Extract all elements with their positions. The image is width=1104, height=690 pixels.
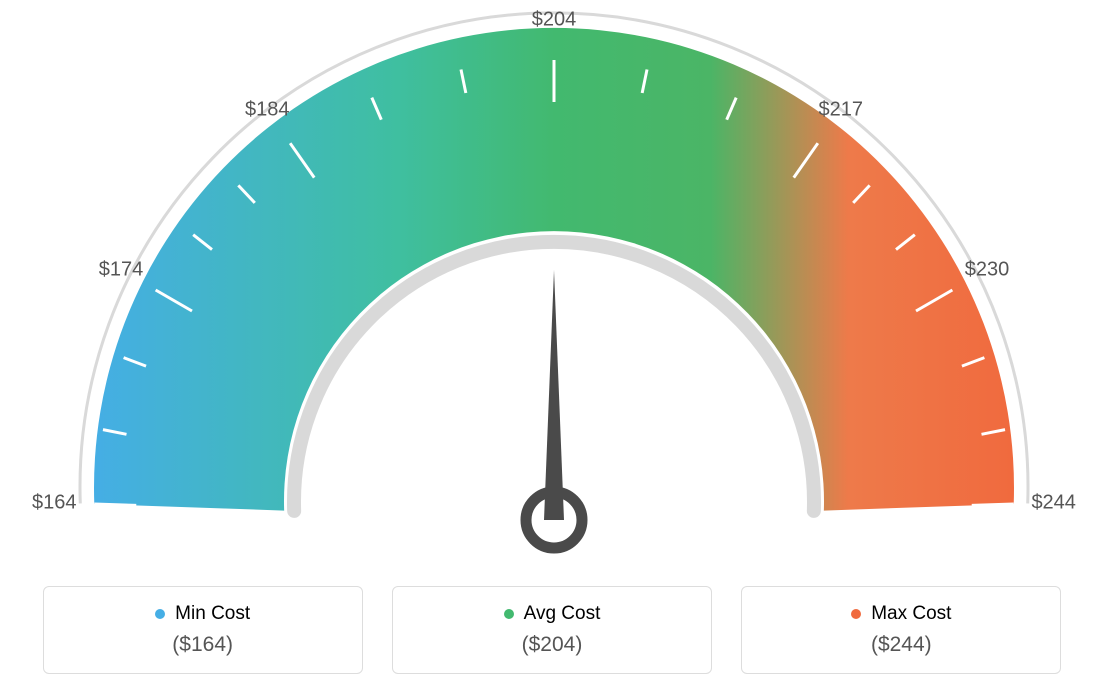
max-value: ($244) [742, 633, 1060, 657]
min-dot-icon [155, 609, 165, 619]
gauge-tick-label: $204 [532, 9, 577, 32]
gauge-tick-label: $174 [99, 259, 144, 282]
max-dot-icon [851, 609, 861, 619]
avg-cost-card: Avg Cost ($204) [392, 586, 712, 674]
gauge-tick-label: $184 [245, 99, 290, 122]
avg-label: Avg Cost [524, 603, 601, 625]
avg-value: ($204) [393, 633, 711, 657]
min-value: ($164) [44, 633, 362, 657]
gauge-tick-label: $217 [819, 99, 864, 122]
gauge-svg [2, 0, 1104, 580]
min-cost-card: Min Cost ($164) [43, 586, 363, 674]
legend-row: Min Cost ($164) Avg Cost ($204) Max Cost… [0, 586, 1104, 674]
gauge-tick-label: $244 [1031, 491, 1076, 514]
max-cost-card: Max Cost ($244) [741, 586, 1061, 674]
avg-dot-icon [504, 609, 514, 619]
max-label: Max Cost [871, 603, 951, 625]
max-cost-title: Max Cost [851, 603, 951, 625]
gauge-tick-label: $164 [32, 491, 77, 514]
cost-gauge: $164 $174 $184 $204 $217 $230 $244 [2, 0, 1102, 580]
gauge-tick-label: $230 [965, 259, 1010, 282]
avg-cost-title: Avg Cost [504, 603, 601, 625]
min-cost-title: Min Cost [155, 603, 250, 625]
min-label: Min Cost [175, 603, 250, 625]
